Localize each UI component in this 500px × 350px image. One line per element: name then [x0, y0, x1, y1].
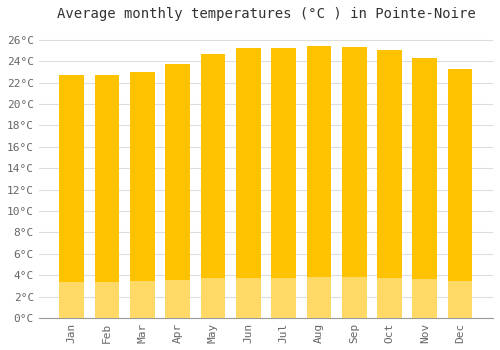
Bar [448, 281, 472, 318]
Bar [412, 279, 437, 318]
Bar [377, 278, 402, 318]
Bar [94, 75, 120, 318]
Bar [271, 48, 296, 318]
Bar [271, 278, 296, 318]
Bar [306, 46, 331, 318]
Bar [60, 75, 84, 318]
Bar [94, 281, 120, 318]
Bar [130, 72, 155, 318]
Bar [166, 280, 190, 318]
Bar [448, 69, 472, 318]
Bar [166, 64, 190, 318]
Bar [130, 281, 155, 318]
Title: Average monthly temperatures (°C ) in Pointe-Noire: Average monthly temperatures (°C ) in Po… [56, 7, 476, 21]
Bar [236, 278, 260, 318]
Bar [412, 58, 437, 318]
Bar [377, 50, 402, 318]
Bar [60, 281, 84, 318]
Bar [342, 47, 366, 318]
Bar [200, 54, 226, 318]
Bar [306, 277, 331, 318]
Bar [236, 48, 260, 318]
Bar [342, 277, 366, 318]
Bar [200, 278, 226, 318]
